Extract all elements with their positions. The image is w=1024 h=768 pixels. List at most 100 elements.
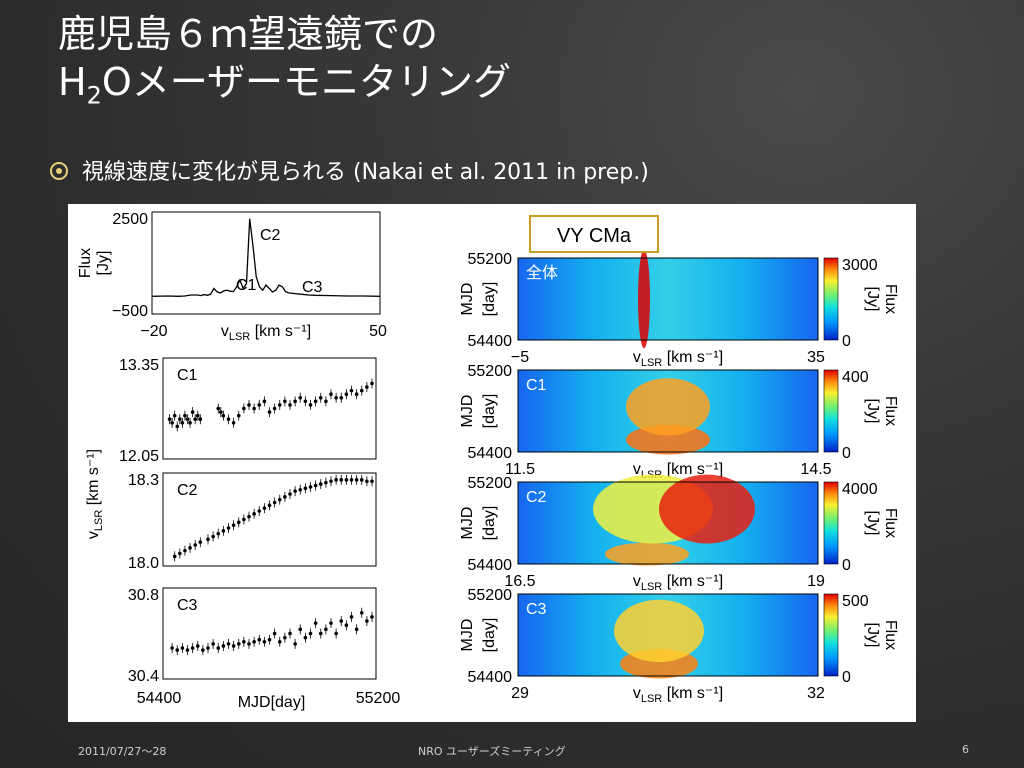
scatter-c3-point <box>185 648 190 652</box>
scatter-c1-point <box>293 399 297 404</box>
bullet-item: 視線速度に変化が見られる (Nakai et al. 2011 in prep.… <box>50 158 649 188</box>
scatter-c3-point <box>308 631 313 636</box>
heatmap-c3-ylabel-line2: [day] <box>481 618 498 653</box>
heatmap-c1-intensity-region <box>626 424 710 455</box>
spectrum-frame <box>151 211 381 315</box>
scatter-c1-point <box>170 421 174 425</box>
spectrum-xtick-left: −20 <box>140 323 167 340</box>
footer-title: NRO ユーザーズミーティング <box>418 745 566 758</box>
spectrum-xlabel: vLSR [km s⁻¹] <box>221 323 311 343</box>
scatter-c1-point <box>359 388 364 393</box>
scatter-c2-point <box>283 495 287 499</box>
spectrum-xtick-right: 50 <box>369 323 387 340</box>
scatter-c1-point <box>365 385 369 389</box>
scatter-c2-point <box>334 478 338 482</box>
scatter-c3-point <box>195 644 200 648</box>
heatmap-c2-ylabel-line2: [day] <box>481 506 498 541</box>
heatmap-all-xlabel: vLSR [km s⁻¹] <box>633 349 723 369</box>
scatter-c1-point <box>344 392 349 396</box>
scatter-c2-point <box>354 478 359 482</box>
scatter-c1-point <box>303 399 308 404</box>
scatter-c3-point <box>201 648 205 652</box>
heatmap-c3-label: C3 <box>526 601 547 618</box>
scatter-c3-point <box>247 642 251 646</box>
scatter-c1-point <box>219 410 223 414</box>
heatmap-c2-xlabel: vLSR [km s⁻¹] <box>633 573 723 593</box>
scatter-c2-point <box>247 514 251 519</box>
heatmap-all-colorbar-label-line1: Flux <box>882 284 899 314</box>
scatter-c1-point <box>339 395 344 400</box>
scatter-c2-point <box>252 512 256 516</box>
scatter-c3-point <box>303 635 308 640</box>
scatter-c3-point <box>329 621 333 625</box>
scatter-c1-point <box>236 413 241 418</box>
heatmap-title: VY CMa <box>557 225 632 247</box>
heatmap-all-frame <box>517 257 819 341</box>
scatter-c2-point <box>344 478 349 482</box>
scatter-c2-point <box>298 487 303 492</box>
heatmap-c2-ytick-bottom: 54400 <box>468 557 513 574</box>
heatmap-all-colorbar-label-line2: [Jy] <box>864 287 881 312</box>
figure-panel: 2500 −500 −20 50 vLSR [km s⁻¹] Flux [Jy] C2 C1 C3… <box>68 204 916 722</box>
heatmap-c1-colorbar-label-line2: [Jy] <box>864 399 881 424</box>
heatmap-c1-xtick-right: 14.5 <box>800 461 831 478</box>
scatter-c1-point <box>354 392 359 396</box>
scatter-c1-point <box>257 403 262 407</box>
scatter-c3-point <box>211 642 215 646</box>
scatter-c1-point <box>195 413 200 418</box>
scatter-c2-point <box>329 479 333 484</box>
scatter-c3-point <box>257 637 262 642</box>
scatter-c3-point <box>242 640 246 644</box>
heatmap-all-ytick-bottom: 54400 <box>468 333 513 350</box>
scatter-c2-point <box>293 489 297 493</box>
scatter-c2-frame <box>162 472 377 567</box>
scatter-c3-point <box>216 646 221 650</box>
scatter-c1-point <box>175 424 180 429</box>
title-line1: 鹿児島６ｍ望遠鏡での <box>58 12 439 56</box>
heatmap-c2-frame <box>517 481 819 565</box>
scatter-c1-point <box>178 417 182 422</box>
scatter-c1-point <box>198 417 203 422</box>
heatmap-all-colorbar-max: 3000 <box>842 257 878 274</box>
scatter-c2-point <box>183 548 187 553</box>
scatter-c2-point <box>349 478 354 482</box>
scatter-c3-label: C3 <box>177 597 198 614</box>
heatmap-c3-ytick-bottom: 54400 <box>468 669 513 686</box>
heatmap-c3-colorbar-label-line2: [Jy] <box>864 623 881 648</box>
scatter-c3-point <box>226 642 231 646</box>
scatter-c3-point <box>267 637 272 642</box>
scatter-c2-point <box>231 523 236 527</box>
scatter-c3-point <box>190 646 195 650</box>
scatter-c1-point <box>283 399 287 404</box>
title-h: H <box>58 60 87 104</box>
heatmap-c2-ytick-top: 55200 <box>468 475 513 492</box>
spectrum-annotation-c1: C1 <box>236 277 257 294</box>
heatmap-c2-colorbar-label-line2: [Jy] <box>864 511 881 536</box>
scatter-c1-point <box>252 406 256 411</box>
scatter-c1-point <box>334 395 338 400</box>
spectrum-line <box>151 218 381 297</box>
heatmap-c3-xtick-left: 29 <box>511 685 529 702</box>
scatter-c1-point <box>324 399 328 404</box>
scatter-c1-point <box>277 403 282 407</box>
scatter-c1-point <box>298 395 303 400</box>
scatter-c2-point <box>198 540 203 544</box>
scatter-c1-point <box>193 417 197 422</box>
heatmap-c1-ylabel-line2: [day] <box>481 394 498 429</box>
heatmap-title-box <box>529 215 659 253</box>
title-line2: H2Oメーザーモニタリング <box>58 60 511 110</box>
title-sub: 2 <box>86 81 102 110</box>
heatmap-all-colorbar <box>823 257 839 341</box>
scatter-c2-point <box>267 503 272 508</box>
scatter-c3-point <box>175 648 180 652</box>
slide-title: 鹿児島６ｍ望遠鏡での H2Oメーザーモニタリング <box>58 10 511 120</box>
scatter-c2-point <box>257 509 262 513</box>
scatter-c1-ytick-top: 13.35 <box>119 357 159 374</box>
scatter-c2-point <box>221 529 226 533</box>
scatter-c2-point <box>313 483 318 488</box>
footer-page-number: 6 <box>962 743 969 756</box>
scatter-c3-ytick-bottom: 30.4 <box>128 668 159 685</box>
scatter-c3-point <box>293 642 297 646</box>
heatmap-c3-colorbar-max: 500 <box>842 593 869 610</box>
